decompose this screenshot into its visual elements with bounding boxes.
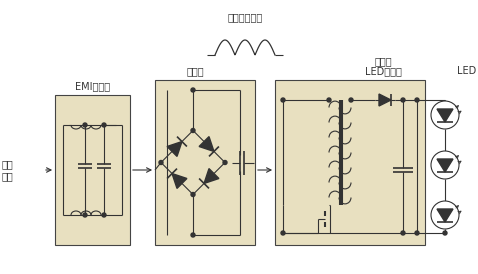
- Circle shape: [102, 213, 106, 217]
- Circle shape: [191, 88, 195, 92]
- Circle shape: [281, 98, 285, 102]
- Bar: [155, 80, 255, 245]
- Circle shape: [159, 161, 163, 164]
- Circle shape: [191, 129, 195, 133]
- Circle shape: [349, 98, 353, 102]
- Circle shape: [443, 231, 447, 235]
- Circle shape: [281, 231, 285, 235]
- Circle shape: [431, 151, 459, 179]
- Circle shape: [191, 233, 195, 237]
- Text: 总线电压波形: 总线电压波形: [228, 12, 262, 22]
- Polygon shape: [204, 169, 219, 184]
- Text: 交流: 交流: [2, 159, 14, 169]
- Text: 线路: 线路: [2, 171, 14, 181]
- Polygon shape: [437, 109, 453, 122]
- Polygon shape: [379, 94, 391, 106]
- Text: 反激式: 反激式: [374, 56, 392, 66]
- Polygon shape: [167, 142, 182, 156]
- Polygon shape: [172, 173, 187, 189]
- Text: EMI滤波器: EMI滤波器: [75, 81, 110, 91]
- Circle shape: [401, 231, 405, 235]
- Circle shape: [401, 98, 405, 102]
- Text: LED: LED: [457, 66, 476, 76]
- Circle shape: [191, 193, 195, 196]
- Circle shape: [102, 123, 106, 127]
- Text: 整流器: 整流器: [186, 66, 204, 76]
- Text: LED驱动器: LED驱动器: [365, 66, 402, 76]
- Circle shape: [415, 231, 419, 235]
- Circle shape: [415, 98, 419, 102]
- Circle shape: [431, 101, 459, 129]
- Polygon shape: [437, 159, 453, 172]
- Circle shape: [431, 201, 459, 229]
- Circle shape: [83, 213, 87, 217]
- Circle shape: [327, 98, 331, 102]
- Bar: [55, 95, 130, 245]
- Circle shape: [223, 161, 227, 164]
- Polygon shape: [437, 209, 453, 222]
- Polygon shape: [199, 137, 214, 152]
- Bar: [275, 80, 425, 245]
- Circle shape: [83, 123, 87, 127]
